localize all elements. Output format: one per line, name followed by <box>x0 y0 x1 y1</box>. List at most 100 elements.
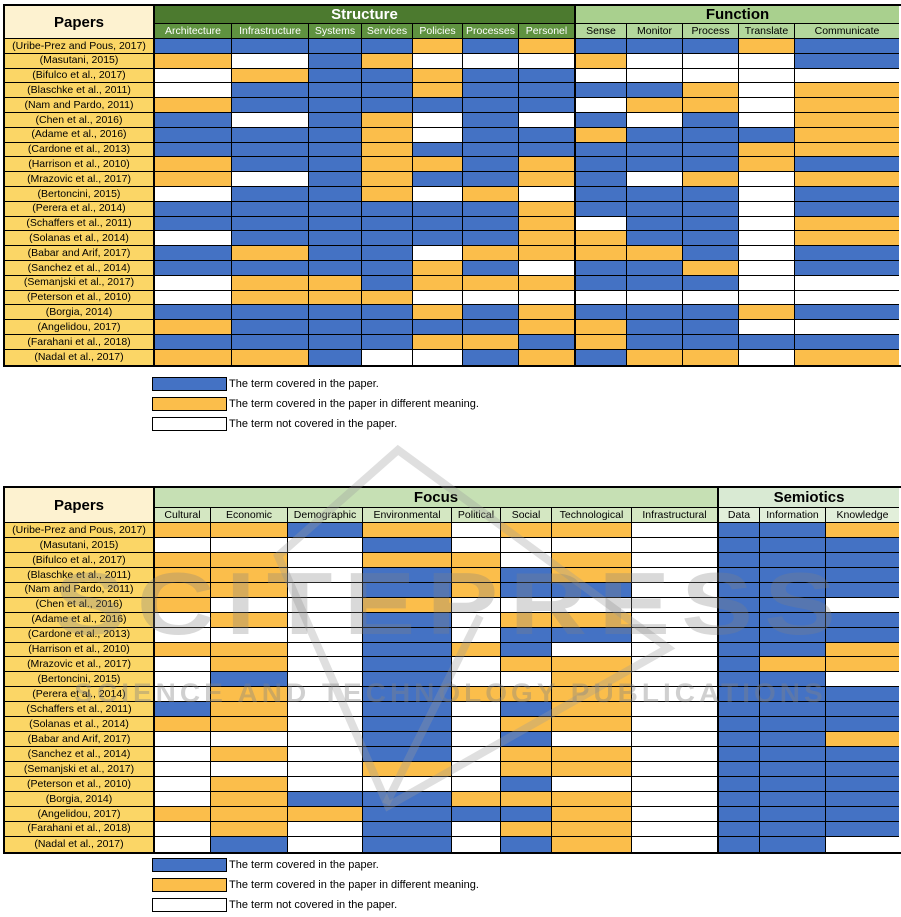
matrix-cell-personel <box>519 275 575 291</box>
matrix-cell-demographic <box>288 597 363 613</box>
matrix-cell-knowledge <box>826 687 899 703</box>
matrix-cell-environmental <box>363 672 452 688</box>
legend-swatch-covered-different <box>152 878 227 892</box>
matrix-cell-knowledge <box>826 657 899 673</box>
table-row: (Harrison et al., 2010) <box>5 157 901 173</box>
matrix-cell-translate <box>739 334 795 350</box>
matrix-cell-communicate <box>795 142 899 158</box>
column-header-economic: Economic <box>211 508 288 523</box>
column-header-processes: Processes <box>463 24 519 39</box>
matrix-cell-environmental <box>363 523 452 538</box>
matrix-cell-personel <box>519 68 575 84</box>
table-row: (Sanchez et al., 2014) <box>5 260 901 276</box>
matrix-cell-data <box>718 702 760 718</box>
matrix-cell-architecture <box>154 201 232 217</box>
matrix-cell-economic <box>211 642 288 658</box>
matrix-cell-policies <box>413 201 463 217</box>
legend-structure-function: The term covered in the paper. The term c… <box>152 374 479 434</box>
paper-label: (Bifulco et al., 2017) <box>5 68 154 84</box>
matrix-cell-technological <box>552 672 632 688</box>
column-header-monitor: Monitor <box>627 24 683 39</box>
matrix-cell-cultural <box>154 537 211 553</box>
matrix-cell-process <box>683 112 739 128</box>
matrix-cell-infrastructural <box>632 747 718 762</box>
matrix-cell-political <box>452 627 501 643</box>
matrix-cell-sense <box>575 216 627 232</box>
matrix-cell-information <box>760 717 826 733</box>
table-row: (Perera et al., 2014) <box>5 687 901 703</box>
table-row: (Schaffers et al., 2011) <box>5 702 901 718</box>
column-header-social: Social <box>501 508 552 523</box>
table-row: (Chen et al., 2016) <box>5 597 901 613</box>
matrix-cell-sense <box>575 68 627 84</box>
matrix-cell-processes <box>463 98 519 113</box>
legend-swatch-covered <box>152 858 227 872</box>
matrix-cell-sense <box>575 320 627 335</box>
matrix-cell-data <box>718 612 760 628</box>
legend-swatch-not-covered <box>152 898 227 912</box>
matrix-cell-knowledge <box>826 552 899 568</box>
matrix-cell-communicate <box>795 127 899 143</box>
matrix-cell-communicate <box>795 83 899 99</box>
matrix-cell-services <box>362 186 413 202</box>
matrix-cell-personel <box>519 98 575 113</box>
matrix-cell-data <box>718 657 760 673</box>
matrix-cell-process <box>683 216 739 232</box>
table-row: (Babar and Arif, 2017) <box>5 246 901 261</box>
matrix-cell-data <box>718 836 760 852</box>
column-header-policies: Policies <box>413 24 463 39</box>
matrix-cell-infrastructural <box>632 627 718 643</box>
matrix-cell-systems <box>309 53 362 69</box>
matrix-cell-technological <box>552 537 632 553</box>
matrix-cell-translate <box>739 216 795 232</box>
matrix-cell-cultural <box>154 642 211 658</box>
column-header-cultural: Cultural <box>154 508 211 523</box>
matrix-cell-process <box>683 201 739 217</box>
matrix-cell-policies <box>413 83 463 99</box>
matrix-cell-systems <box>309 305 362 321</box>
group-header-function: Function <box>575 6 899 24</box>
matrix-cell-translate <box>739 275 795 291</box>
matrix-cell-monitor <box>627 290 683 306</box>
matrix-cell-process <box>683 186 739 202</box>
matrix-cell-infrastructure <box>232 186 309 202</box>
matrix-cell-cultural <box>154 657 211 673</box>
matrix-cell-monitor <box>627 127 683 143</box>
matrix-cell-technological <box>552 702 632 718</box>
matrix-cell-technological <box>552 657 632 673</box>
matrix-cell-data <box>718 717 760 733</box>
matrix-cell-demographic <box>288 702 363 718</box>
paper-label: (Bifulco et al., 2017) <box>5 552 154 568</box>
matrix-cell-economic <box>211 567 288 583</box>
matrix-cell-demographic <box>288 747 363 762</box>
matrix-cell-infrastructure <box>232 39 309 54</box>
matrix-cell-political <box>452 762 501 777</box>
matrix-cell-environmental <box>363 642 452 658</box>
column-header-information: Information <box>760 508 826 523</box>
paper-label: (Farahani et al., 2018) <box>5 821 154 837</box>
matrix-cell-knowledge <box>826 537 899 553</box>
column-header-environmental: Environmental <box>363 508 452 523</box>
table-row: (Bifulco et al., 2017) <box>5 68 901 84</box>
matrix-cell-personel <box>519 349 575 365</box>
legend-item: The term covered in the paper. <box>152 855 479 875</box>
matrix-cell-systems <box>309 39 362 54</box>
table-row: (Borgia, 2014) <box>5 791 901 807</box>
matrix-cell-process <box>683 83 739 99</box>
table-row: (Nadal et al., 2017) <box>5 836 901 852</box>
matrix-cell-political <box>452 597 501 613</box>
matrix-cell-technological <box>552 747 632 762</box>
matrix-cell-social <box>501 806 552 822</box>
matrix-cell-political <box>452 567 501 583</box>
matrix-cell-demographic <box>288 612 363 628</box>
matrix-cell-infrastructural <box>632 791 718 807</box>
matrix-cell-architecture <box>154 39 232 54</box>
matrix-cell-process <box>683 290 739 306</box>
matrix-cell-technological <box>552 687 632 703</box>
table-row: (Peterson et al., 2010) <box>5 776 901 792</box>
matrix-cell-demographic <box>288 523 363 538</box>
paper-label: (Harrison et al., 2010) <box>5 642 154 658</box>
matrix-cell-infrastructural <box>632 806 718 822</box>
matrix-cell-knowledge <box>826 597 899 613</box>
matrix-cell-economic <box>211 747 288 762</box>
